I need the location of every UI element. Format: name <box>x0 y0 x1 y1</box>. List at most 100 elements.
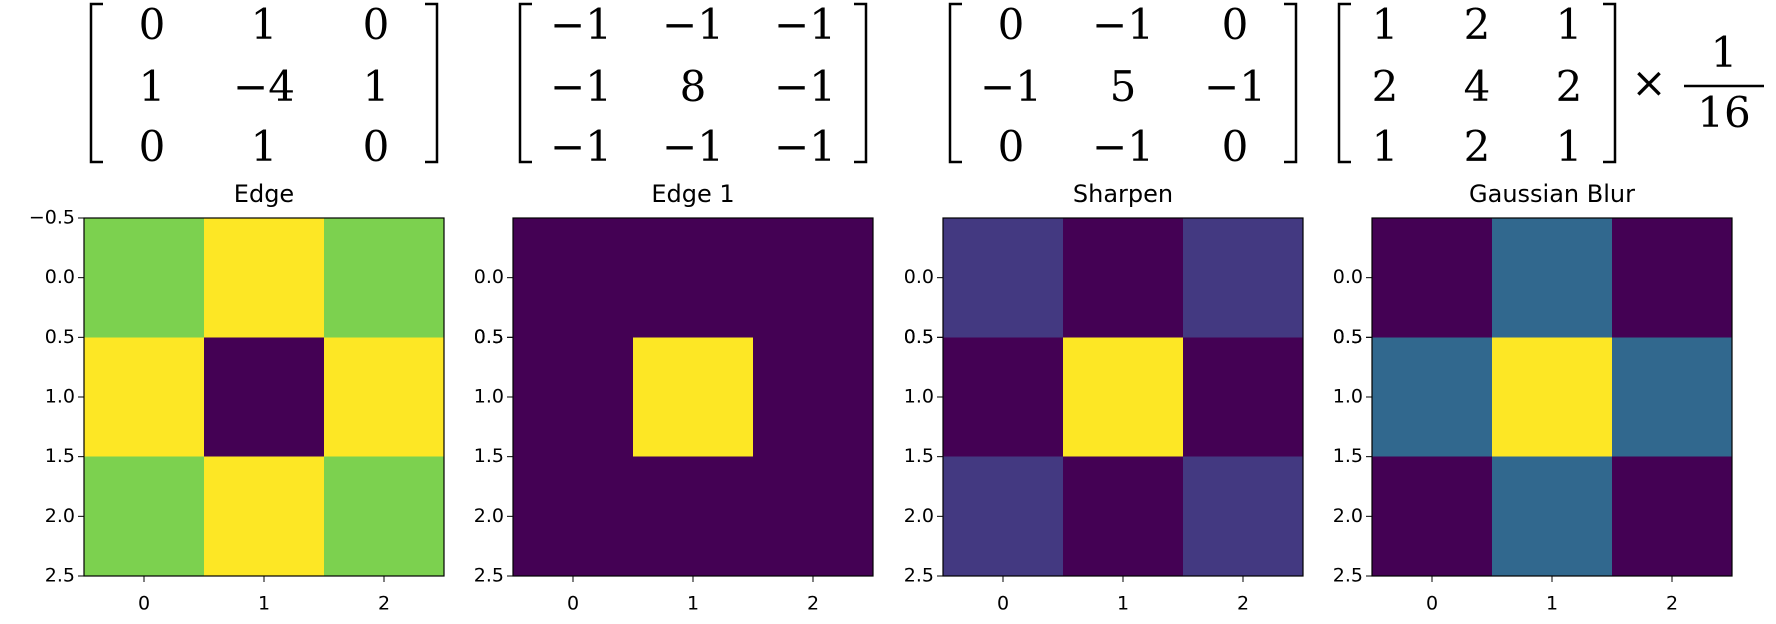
matrix-entry: 0 <box>363 0 390 49</box>
heatmap-cell <box>1372 337 1492 457</box>
heatmap-cell <box>324 337 444 457</box>
matrix-entry: −1 <box>1092 122 1154 171</box>
bracket-right <box>854 2 868 164</box>
matrix-entry: 1 <box>1372 122 1399 171</box>
heatmap-cell <box>84 456 204 576</box>
x-tick-label: 0 <box>567 593 579 615</box>
bracket-left <box>89 2 103 164</box>
y-tick-label: 2.0 <box>45 505 75 527</box>
matrix-entry: 0 <box>998 0 1025 49</box>
heatmap-cell <box>943 337 1063 457</box>
heatmap-cell <box>1183 337 1303 457</box>
heatmap-cell <box>324 218 444 338</box>
y-tick-label: 0.0 <box>474 266 504 288</box>
heatmap-cell <box>1183 456 1303 576</box>
matrix-entry: 2 <box>1464 0 1491 49</box>
factor-operator: × <box>1631 58 1666 107</box>
matrix-entry: −1 <box>662 122 724 171</box>
panel-title: Edge <box>234 180 294 208</box>
matrix-entry: −1 <box>774 62 836 111</box>
matrix-entry: 1 <box>251 0 278 49</box>
bracket-left <box>518 2 532 164</box>
heatmap-cell <box>753 218 873 338</box>
y-tick-label: 1.5 <box>1333 445 1363 467</box>
heatmap-cell <box>1063 218 1183 338</box>
matrix-entry: −4 <box>233 62 295 111</box>
matrix-entry: 4 <box>1464 62 1491 111</box>
heatmap-cell <box>1372 456 1492 576</box>
y-tick-label: 2.5 <box>904 565 934 587</box>
matrix-entry: 2 <box>1556 62 1583 111</box>
panel: Edge 10 1 20.50.00.51.01.52.02.5−1 −1 −1−1 8−… <box>474 0 874 615</box>
x-tick-label: 1 <box>1546 593 1558 615</box>
bracket-right <box>425 2 439 164</box>
x-tick-label: 0 <box>1426 593 1438 615</box>
heatmap-cell <box>1183 218 1303 338</box>
heatmap-cell <box>324 456 444 576</box>
matrix-entry: 0 <box>363 122 390 171</box>
heatmap-cell <box>513 218 633 338</box>
y-tick-label: 0.5 <box>1333 326 1363 348</box>
y-tick-label: 2.5 <box>474 565 504 587</box>
heatmap-cell <box>84 218 204 338</box>
heatmap-cell <box>753 337 873 457</box>
matrix-entry: 1 <box>1372 0 1399 49</box>
x-tick-label: 2 <box>1237 593 1249 615</box>
heatmap-cell <box>943 456 1063 576</box>
heatmap-cell <box>204 456 324 576</box>
heatmap-cell <box>1612 337 1732 457</box>
y-tick-label: 0.5 <box>474 326 504 348</box>
matrix-entry: 0 <box>139 122 166 171</box>
heatmap-cell <box>1492 456 1612 576</box>
bracket-right <box>1284 2 1298 164</box>
heatmap-cell <box>1492 218 1612 338</box>
x-tick-label: 0 <box>997 593 1009 615</box>
heatmap-cell <box>633 456 753 576</box>
y-tick-label: −0.5 <box>29 207 75 229</box>
matrix-entry: 1 <box>363 62 390 111</box>
y-tick-label: 0.0 <box>1333 266 1363 288</box>
matrix-entry: 0 <box>1222 0 1249 49</box>
matrix-entry: −1 <box>550 62 612 111</box>
matrix-entry: 0 <box>998 122 1025 171</box>
y-tick-label: 0.5 <box>474 326 504 348</box>
heatmap-cell <box>1063 456 1183 576</box>
matrix-entry: 8 <box>680 62 707 111</box>
heatmap-cell <box>84 337 204 457</box>
matrix-entry: −1 <box>550 122 612 171</box>
x-tick-label: 1 <box>687 593 699 615</box>
heatmap-cell <box>1492 337 1612 457</box>
matrix-entry: −1 <box>980 62 1042 111</box>
matrix-entry: 0 <box>139 0 166 49</box>
y-tick-label: 2.0 <box>1333 505 1363 527</box>
matrix-entry: −1 <box>774 122 836 171</box>
heatmap-cell <box>204 337 324 457</box>
x-tick-label: 1 <box>258 593 270 615</box>
heatmap-cell <box>513 456 633 576</box>
matrix-entry: 1 <box>139 62 166 111</box>
heatmap-cell <box>1612 456 1732 576</box>
y-tick-label: 2.5 <box>1333 565 1363 587</box>
x-tick-label: 2 <box>807 593 819 615</box>
y-tick-label: 1.5 <box>45 445 75 467</box>
y-tick-label: 0.0 <box>904 266 934 288</box>
x-tick-label: 2 <box>1666 593 1678 615</box>
heatmap-cell <box>1372 218 1492 338</box>
matrix-entry: −1 <box>774 0 836 49</box>
y-tick-label: 1.0 <box>474 386 504 408</box>
matrix-entry: 0 <box>1222 122 1249 171</box>
y-tick-label: 0.0 <box>45 266 75 288</box>
y-tick-label: 2.5 <box>45 565 75 587</box>
matrix-entry: 2 <box>1372 62 1399 111</box>
matrix-entry: 1 <box>1556 122 1583 171</box>
heatmap-cell <box>1063 337 1183 457</box>
heatmap-cell <box>753 456 873 576</box>
x-tick-label: 2 <box>378 593 390 615</box>
matrix-entry: 1 <box>251 122 278 171</box>
heatmap-cell <box>633 218 753 338</box>
y-tick-label: 1.5 <box>474 445 504 467</box>
